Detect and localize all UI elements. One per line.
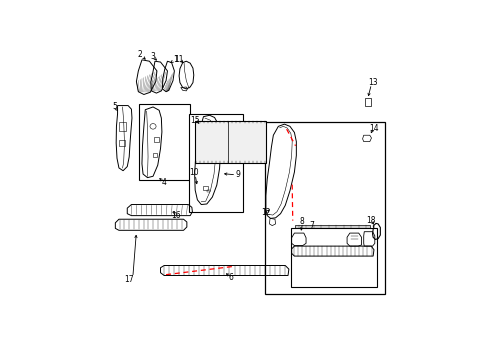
Bar <box>364 98 370 105</box>
Text: 12: 12 <box>261 208 270 217</box>
Text: 14: 14 <box>368 124 378 133</box>
Text: 8: 8 <box>299 217 304 226</box>
Bar <box>294 231 367 235</box>
Text: 6: 6 <box>228 273 233 282</box>
Bar <box>153 136 158 141</box>
Text: 7: 7 <box>309 221 314 230</box>
Bar <box>203 186 207 190</box>
Bar <box>294 237 366 240</box>
Bar <box>294 258 361 263</box>
Bar <box>189 114 243 212</box>
Text: 3: 3 <box>150 52 155 61</box>
Text: 15: 15 <box>190 116 200 125</box>
Bar <box>119 140 124 146</box>
Bar <box>119 122 126 131</box>
Text: 13: 13 <box>367 78 377 87</box>
Text: 18: 18 <box>365 216 375 225</box>
Text: 9: 9 <box>235 170 240 179</box>
Text: 17: 17 <box>124 275 134 284</box>
Text: 4: 4 <box>162 178 166 187</box>
Text: 2: 2 <box>137 50 142 59</box>
Bar <box>290 228 376 287</box>
Bar <box>194 121 265 163</box>
Bar <box>264 122 384 294</box>
Text: 5: 5 <box>112 103 117 112</box>
Text: 16: 16 <box>171 211 181 220</box>
Bar <box>206 190 209 192</box>
Text: 1: 1 <box>172 55 177 64</box>
Bar <box>294 247 364 252</box>
Bar <box>294 242 365 246</box>
Text: 11: 11 <box>174 55 183 64</box>
Bar <box>294 253 362 257</box>
Text: 10: 10 <box>189 168 199 177</box>
Bar <box>153 153 157 157</box>
Bar <box>294 225 369 229</box>
Bar <box>139 104 190 180</box>
